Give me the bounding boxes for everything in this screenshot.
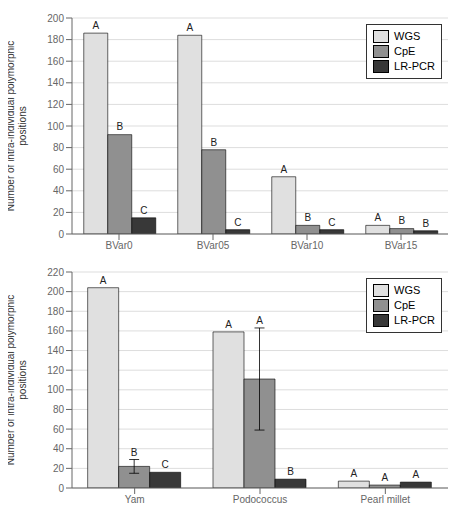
svg-text:Podococcus: Podococcus — [233, 494, 287, 505]
svg-text:B: B — [116, 121, 123, 132]
svg-text:Number of intra-individual pol: Number of intra-individual polymorphicpo… — [8, 295, 28, 466]
svg-text:C: C — [140, 205, 147, 216]
html-text:CpE: CpE — [394, 299, 416, 311]
svg-text:180: 180 — [47, 34, 64, 45]
svg-text:0: 0 — [58, 483, 64, 494]
svg-text:B: B — [398, 215, 405, 226]
svg-text:C: C — [328, 217, 335, 228]
svg-text:A: A — [412, 469, 419, 480]
svg-text:BVar15: BVar15 — [385, 240, 418, 251]
svg-text:Pearl millet: Pearl millet — [361, 494, 411, 505]
html-text:LR-PCR: LR-PCR — [394, 314, 435, 326]
svg-text:B: B — [131, 447, 138, 458]
html-text:WGS: WGS — [394, 30, 421, 42]
svg-text:BVar05: BVar05 — [197, 240, 230, 251]
svg-text:Number of intra-individual pol: Number of intra-individual polymorphicpo… — [8, 41, 28, 212]
svg-text:120: 120 — [47, 99, 64, 110]
svg-text:A: A — [350, 468, 357, 479]
html-text:WGS: WGS — [394, 284, 421, 296]
svg-text:B: B — [287, 466, 294, 477]
svg-text:220: 220 — [47, 267, 64, 278]
svg-text:40: 40 — [53, 185, 65, 196]
svg-text:120: 120 — [47, 365, 64, 376]
svg-text:A: A — [225, 319, 232, 330]
svg-text:160: 160 — [47, 325, 64, 336]
svg-text:20: 20 — [53, 207, 65, 218]
svg-text:100: 100 — [47, 384, 64, 395]
svg-text:160: 160 — [47, 56, 64, 67]
svg-text:B: B — [210, 137, 217, 148]
svg-text:200: 200 — [47, 13, 64, 24]
svg-text:C: C — [162, 459, 169, 470]
svg-text:BVar0: BVar0 — [105, 240, 132, 251]
svg-text:A: A — [92, 20, 99, 31]
svg-text:40: 40 — [53, 443, 65, 454]
svg-text:B: B — [304, 212, 311, 223]
svg-text:60: 60 — [53, 164, 65, 175]
svg-text:A: A — [100, 275, 107, 286]
svg-text:200: 200 — [47, 286, 64, 297]
html-text:LR-PCR: LR-PCR — [394, 60, 435, 72]
svg-text:20: 20 — [53, 463, 65, 474]
svg-text:B: B — [422, 218, 429, 229]
svg-text:Yam: Yam — [125, 494, 145, 505]
svg-text:BVar10: BVar10 — [291, 240, 324, 251]
svg-text:A: A — [256, 315, 263, 326]
svg-text:80: 80 — [53, 404, 65, 415]
svg-text:A: A — [280, 164, 287, 175]
svg-text:100: 100 — [47, 121, 64, 132]
svg-text:A: A — [186, 22, 193, 33]
svg-text:A: A — [381, 472, 388, 483]
html-text:CpE: CpE — [394, 45, 416, 57]
svg-text:80: 80 — [53, 142, 65, 153]
svg-text:A: A — [374, 212, 381, 223]
svg-text:140: 140 — [47, 345, 64, 356]
svg-text:140: 140 — [47, 77, 64, 88]
svg-text:180: 180 — [47, 306, 64, 317]
svg-text:0: 0 — [58, 229, 64, 240]
svg-text:C: C — [234, 217, 241, 228]
svg-text:60: 60 — [53, 424, 65, 435]
